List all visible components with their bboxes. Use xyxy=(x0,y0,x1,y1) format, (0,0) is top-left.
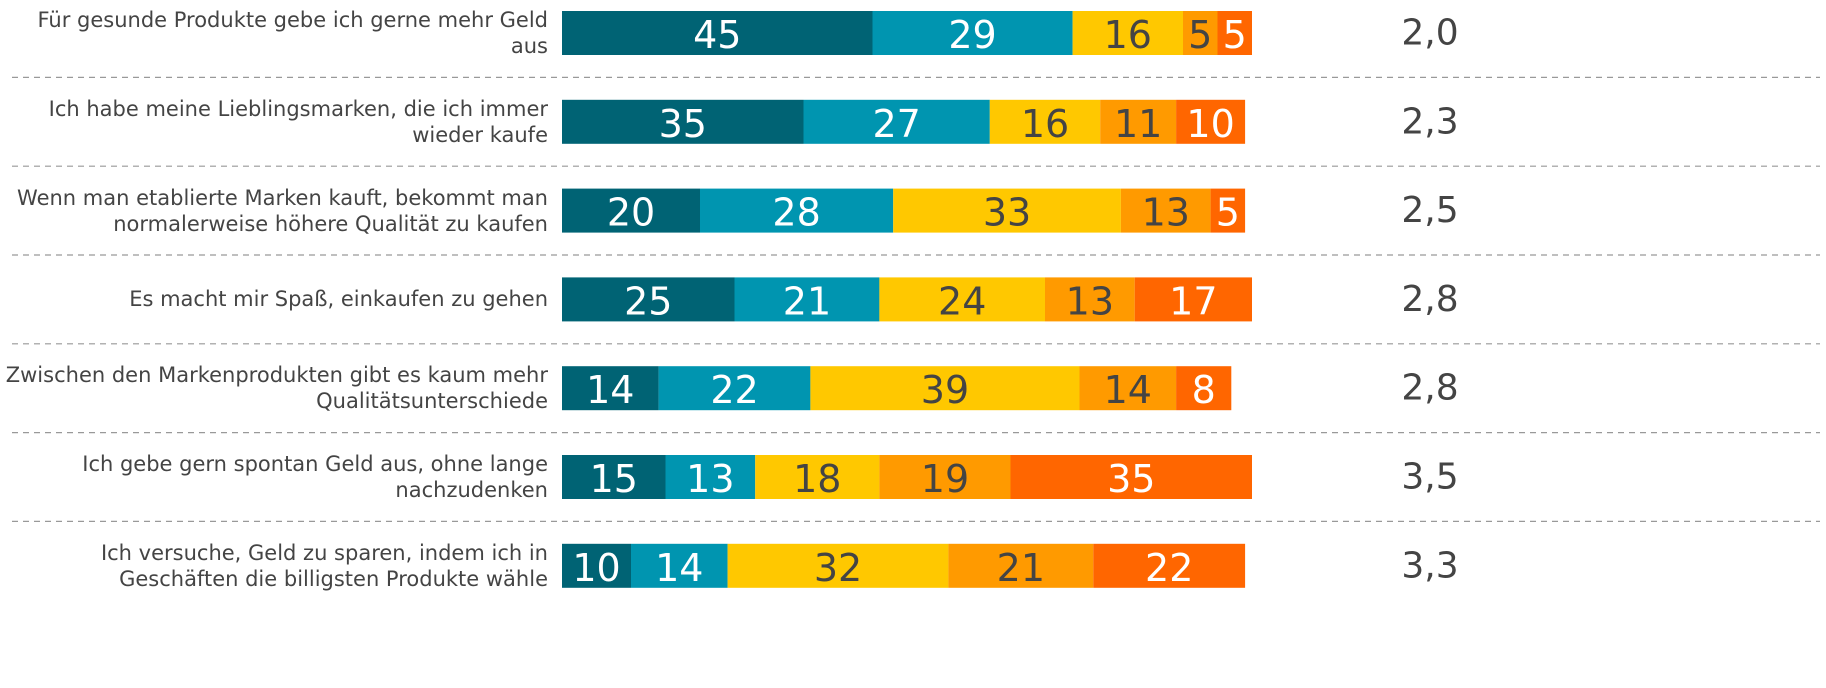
bar-segment xyxy=(1176,99,1246,144)
value-label: 16 xyxy=(1021,102,1069,146)
bar-segment xyxy=(562,277,735,322)
value-label: 21 xyxy=(997,546,1045,590)
average-label: 2,5 xyxy=(1401,190,1458,231)
bar-segment xyxy=(948,543,1094,588)
bar-segment xyxy=(879,277,1045,322)
bar-segment xyxy=(1010,455,1252,499)
bar-segment xyxy=(562,543,631,588)
average-label: 2,8 xyxy=(1401,368,1458,409)
bar-segment xyxy=(665,455,756,499)
value-label: 20 xyxy=(607,191,655,235)
value-label: 14 xyxy=(1104,368,1152,412)
value-label: 10 xyxy=(572,546,620,590)
value-label: 13 xyxy=(1142,191,1190,235)
category-label: Wenn man etablierte Marken kauft, bekomm… xyxy=(17,185,548,236)
value-label: 15 xyxy=(590,457,638,501)
value-label: 24 xyxy=(938,279,986,323)
bar-segment xyxy=(727,543,949,588)
bar-segment xyxy=(1100,99,1177,144)
value-label: 5 xyxy=(1223,13,1247,57)
value-label: 18 xyxy=(793,457,841,501)
value-label: 5 xyxy=(1188,13,1212,57)
average-label: 2,0 xyxy=(1401,13,1458,54)
value-label: 39 xyxy=(921,368,969,412)
bar-segment xyxy=(755,455,880,499)
bar-segment xyxy=(803,99,990,144)
bar-segment xyxy=(700,188,894,233)
bar-segment xyxy=(879,455,1011,499)
bar-segment xyxy=(1093,543,1246,588)
bar-segment xyxy=(1217,11,1252,55)
value-label: 19 xyxy=(921,457,969,501)
bar-segment xyxy=(1183,11,1218,55)
bar-segment xyxy=(1120,188,1211,233)
value-label: 35 xyxy=(1107,457,1155,501)
category-label: Ich gebe gern spontan Geld aus, ohne lan… xyxy=(82,452,548,502)
value-label: 22 xyxy=(710,368,758,412)
bar-segment xyxy=(734,277,880,322)
value-label: 14 xyxy=(586,368,634,412)
average-label: 3,3 xyxy=(1401,545,1458,586)
value-label: 28 xyxy=(772,191,820,235)
category-label: Ich versuche, Geld zu sparen, indem ich … xyxy=(100,540,548,591)
value-label: 22 xyxy=(1145,546,1193,590)
category-label: Ich habe meine Lieblingsmarken, die ich … xyxy=(48,96,548,147)
value-label: 21 xyxy=(783,279,831,323)
bar-segment xyxy=(989,99,1101,144)
bar-segment xyxy=(1079,366,1177,411)
bar-segment xyxy=(1176,366,1232,411)
value-label: 13 xyxy=(1066,279,1114,323)
bar-segment xyxy=(810,366,1080,411)
bar-segment xyxy=(631,543,728,588)
value-label: 32 xyxy=(814,546,862,590)
bar-segment xyxy=(893,188,1121,233)
bar-segment xyxy=(562,366,659,411)
value-label: 25 xyxy=(624,279,672,323)
value-label: 11 xyxy=(1114,102,1162,146)
value-label: 35 xyxy=(659,102,707,146)
value-label: 14 xyxy=(655,546,703,590)
value-label: 45 xyxy=(693,13,741,57)
average-label: 2,3 xyxy=(1401,101,1458,142)
value-label: 8 xyxy=(1192,368,1216,412)
value-label: 10 xyxy=(1186,102,1234,146)
bar-segment xyxy=(1210,188,1246,233)
value-label: 16 xyxy=(1104,13,1152,57)
bar-segment xyxy=(562,455,666,499)
average-label: 2,8 xyxy=(1401,279,1458,320)
category-label: Zwischen den Markenprodukten gibt es kau… xyxy=(5,363,548,414)
bar-segment xyxy=(1134,277,1252,322)
value-label: 27 xyxy=(872,102,920,146)
value-label: 29 xyxy=(948,13,996,57)
bar-segment xyxy=(1072,11,1183,55)
category-label: Es macht mir Spaß, einkaufen zu gehen xyxy=(129,287,548,312)
bar-segment xyxy=(1045,277,1135,322)
bar-segment xyxy=(562,11,873,55)
value-label: 13 xyxy=(686,457,734,501)
value-label: 5 xyxy=(1216,191,1240,235)
bar-segment xyxy=(562,188,700,233)
average-label: 3,5 xyxy=(1401,457,1458,498)
value-label: 33 xyxy=(983,191,1031,235)
bar-segment xyxy=(658,366,811,411)
value-label: 17 xyxy=(1169,279,1217,323)
bar-segment xyxy=(872,11,1073,55)
bar-segment xyxy=(562,99,804,144)
category-label: Für gesunde Produkte gebe ich gerne mehr… xyxy=(37,8,548,58)
